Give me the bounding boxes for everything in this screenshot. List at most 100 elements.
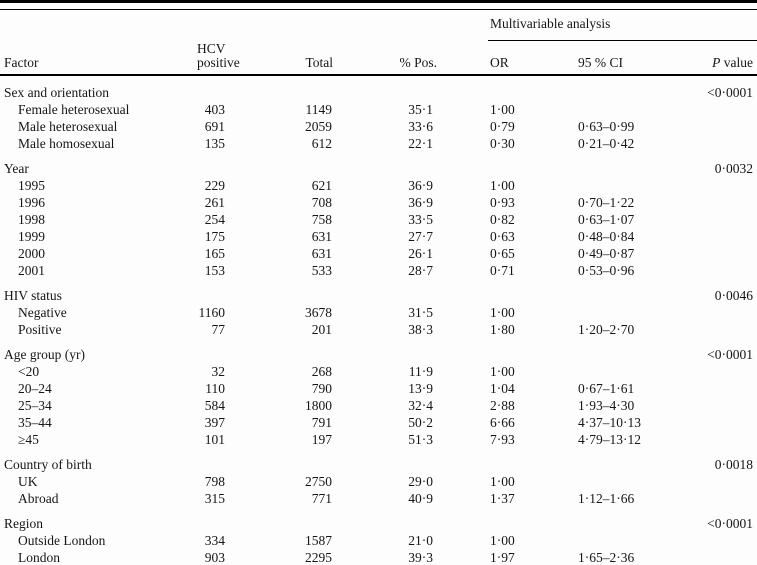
ci-cell — [576, 101, 695, 118]
pct-pos-cell: 22·1 — [408, 136, 433, 151]
total-cell: 771 — [311, 491, 332, 506]
p-value-cell — [695, 532, 757, 549]
pct-pos-cell: 33·5 — [408, 212, 433, 227]
factor-cell: <20 — [18, 364, 40, 379]
table-row: HIV status 0·0046 — [0, 279, 757, 304]
or-cell: 6·66 — [490, 415, 515, 430]
p-value-cell — [695, 118, 757, 135]
total-cell: 2059 — [305, 119, 332, 134]
table-row: 1995 229 621 36·9 1·00 — [0, 177, 757, 194]
hcv-positive-cell: 77 — [211, 322, 226, 337]
factor-cell: Male heterosexual — [18, 119, 118, 134]
table-row: 25–34 584 1800 32·4 2·88 1·93–4·30 — [0, 397, 757, 414]
p-value-cell: <0·0001 — [707, 516, 754, 531]
pct-pos-cell: 51·3 — [408, 432, 433, 447]
hcv-positive-cell: 584 — [204, 398, 225, 413]
col-header-total: Total — [245, 40, 335, 76]
total-cell: 790 — [311, 381, 332, 396]
ci-cell: 4·79–13·12 — [578, 432, 641, 447]
ci-cell: 0·48–0·84 — [578, 229, 635, 244]
factor-cell: Female heterosexual — [18, 102, 130, 117]
hcv-positive-cell: 691 — [204, 119, 225, 134]
or-cell: 0·30 — [490, 136, 515, 151]
or-cell: 1·00 — [490, 474, 515, 489]
total-cell: 612 — [311, 136, 332, 151]
table-row: UK 798 2750 29·0 1·00 — [0, 473, 757, 490]
ci-cell — [576, 532, 695, 549]
total-cell — [245, 279, 335, 304]
table-body: Sex and orientation <0·0001 Female heter… — [0, 75, 757, 565]
total-cell: 708 — [311, 195, 332, 210]
table-row: Abroad 315 771 40·9 1·37 1·12–1·66 — [0, 490, 757, 507]
factor-cell: 35–44 — [18, 415, 52, 430]
pct-pos-cell — [335, 507, 488, 532]
multivariable-header-row: Multivariable analysis — [0, 10, 757, 41]
p-value-cell — [695, 228, 757, 245]
or-cell: 1·00 — [490, 533, 515, 548]
pct-pos-cell: 38·3 — [408, 322, 433, 337]
factor-cell: Age group (yr) — [4, 347, 85, 362]
p-value-cell — [695, 101, 757, 118]
factor-cell: Male homosexual — [18, 136, 115, 151]
factor-cell: Year — [4, 161, 29, 176]
table-header: Multivariable analysis Factor HCV positi… — [0, 10, 757, 76]
pct-pos-cell: 35·1 — [408, 102, 433, 117]
table-row: 2001 153 533 28·7 0·71 0·53–0·96 — [0, 262, 757, 279]
or-cell — [488, 279, 576, 304]
or-cell: 0·93 — [490, 195, 515, 210]
total-cell: 631 — [311, 246, 332, 261]
hcv-positive-cell: 153 — [204, 263, 225, 278]
table-row: Year 0·0032 — [0, 152, 757, 177]
pct-pos-cell: 13·9 — [408, 381, 433, 396]
factor-cell: Positive — [18, 322, 62, 337]
pct-pos-cell: 28·7 — [408, 263, 433, 278]
or-cell: 0·79 — [490, 119, 515, 134]
hcv-positive-cell: 165 — [204, 246, 225, 261]
total-cell: 631 — [311, 229, 332, 244]
total-cell: 2295 — [305, 550, 332, 565]
hcv-positive-cell: 315 — [204, 491, 225, 506]
table-row: Sex and orientation <0·0001 — [0, 75, 757, 101]
factor-cell: 20–24 — [18, 381, 52, 396]
ci-cell: 1·65–2·36 — [578, 550, 635, 565]
hcv-positive-cell: 110 — [205, 381, 225, 396]
table-row: Male homosexual 135 612 22·1 0·30 0·21–0… — [0, 135, 757, 152]
factor-cell: Region — [4, 516, 43, 531]
total-cell: 268 — [311, 364, 332, 379]
p-value-cell: 0·0018 — [714, 457, 754, 472]
p-value-cell — [695, 414, 757, 431]
table-row: Country of birth 0·0018 — [0, 448, 757, 473]
col-header-pct-pos: % Pos. — [335, 40, 488, 76]
hcv-positive-cell: 798 — [204, 474, 225, 489]
total-cell: 1800 — [305, 398, 332, 413]
or-cell — [488, 75, 576, 101]
table-row: ≥45 101 197 51·3 7·93 4·79–13·12 — [0, 431, 757, 448]
ci-cell — [576, 507, 695, 532]
header-spacer — [0, 10, 488, 41]
table-row: 35–44 397 791 50·2 6·66 4·37–10·13 — [0, 414, 757, 431]
ci-cell — [576, 152, 695, 177]
total-cell: 1149 — [305, 102, 333, 117]
table-row: <20 32 268 11·9 1·00 — [0, 363, 757, 380]
total-cell — [245, 448, 335, 473]
hcv-positive-cell — [192, 279, 245, 304]
hcv-positive-cell: 175 — [204, 229, 225, 244]
total-cell — [245, 338, 335, 363]
pct-pos-cell: 27·7 — [408, 229, 433, 244]
hcv-positive-cell: 32 — [211, 364, 226, 379]
p-value-cell — [695, 549, 757, 565]
hcv-positive-cell: 254 — [204, 212, 225, 227]
table-row: Negative 1160 3678 31·5 1·00 — [0, 304, 757, 321]
pct-pos-cell: 11·9 — [408, 364, 433, 379]
ci-cell: 0·67–1·61 — [578, 381, 635, 396]
total-cell: 533 — [311, 263, 332, 278]
hcv-positive-cell: 261 — [204, 195, 225, 210]
pct-pos-cell: 32·4 — [408, 398, 433, 413]
hcv-positive-cell: 397 — [204, 415, 225, 430]
table-row: 1999 175 631 27·7 0·63 0·48–0·84 — [0, 228, 757, 245]
pct-pos-cell: 39·3 — [408, 550, 433, 565]
hcv-positive-cell — [192, 448, 245, 473]
total-cell: 2750 — [305, 474, 332, 489]
col-header-p-value: P value — [695, 40, 757, 76]
p-value-cell: 0·0032 — [714, 161, 754, 176]
